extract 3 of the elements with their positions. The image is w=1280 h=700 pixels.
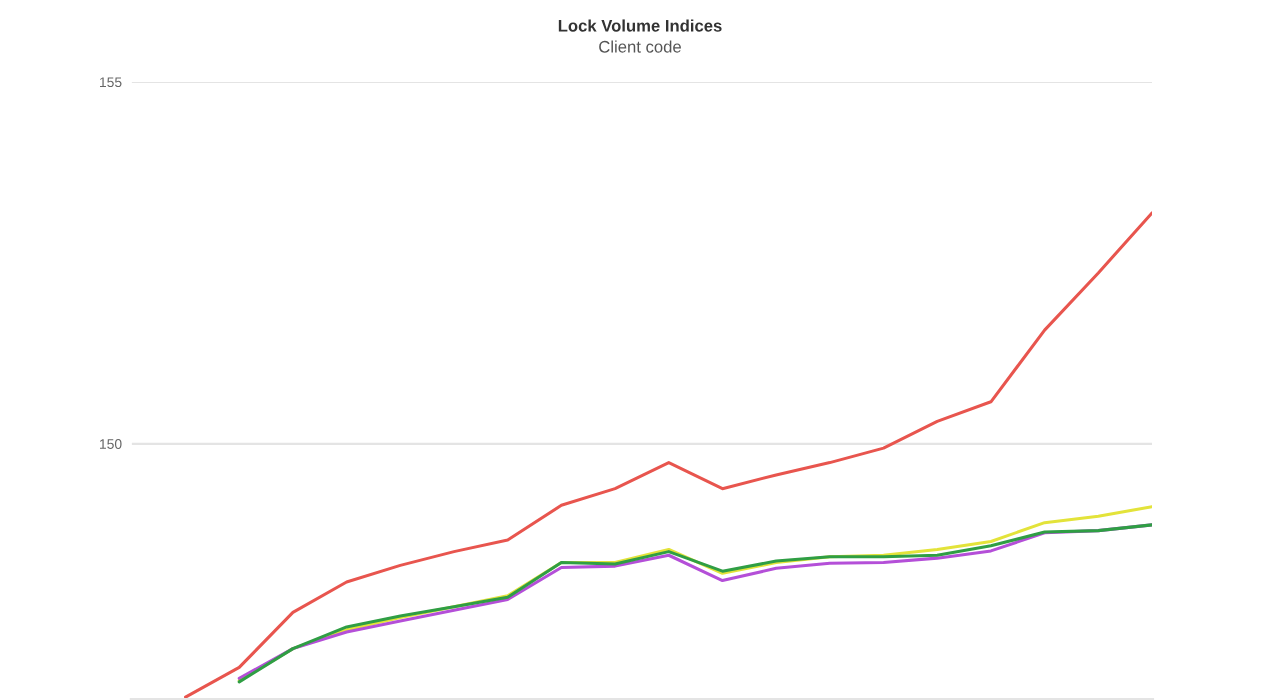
line-series bbox=[184, 211, 1152, 699]
chart-title: Lock Volume Indices bbox=[558, 19, 722, 32]
chart-subtitle: Client code bbox=[599, 40, 681, 53]
